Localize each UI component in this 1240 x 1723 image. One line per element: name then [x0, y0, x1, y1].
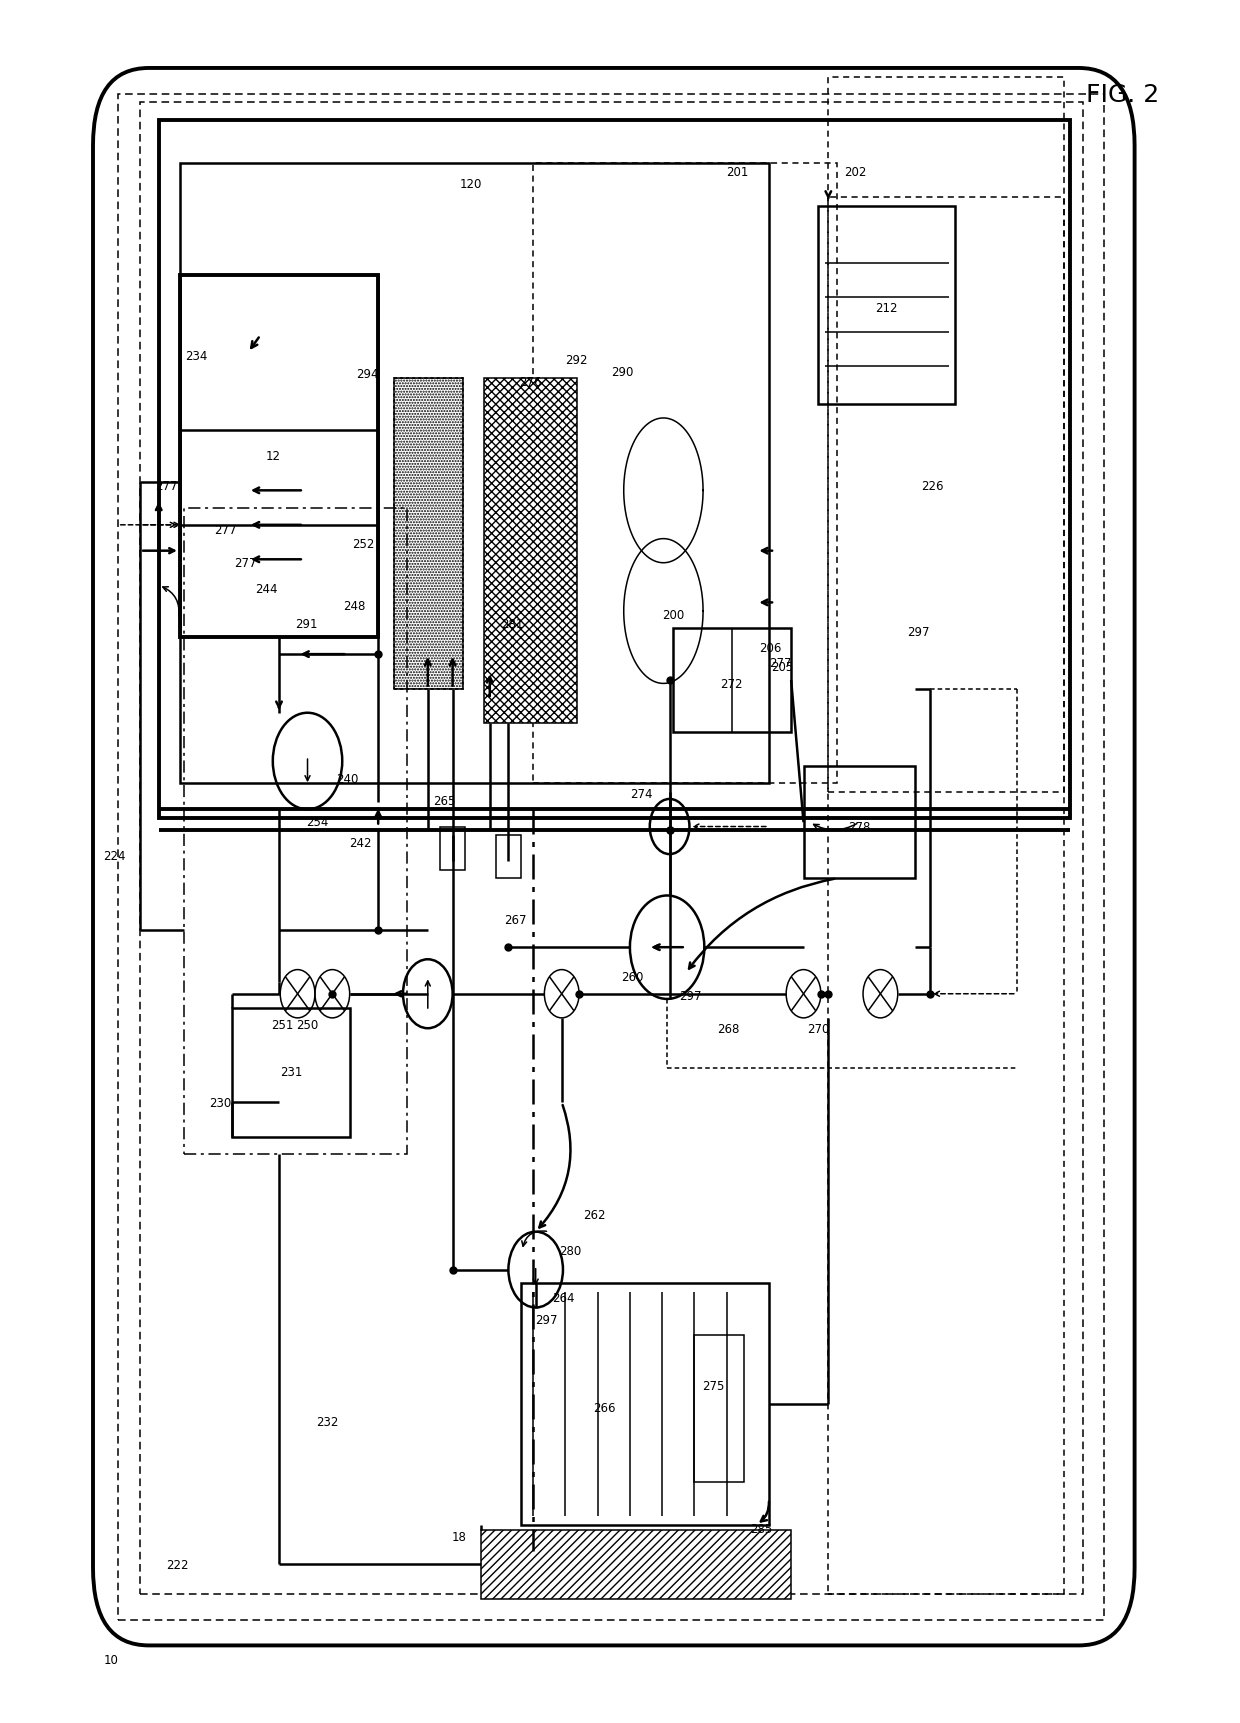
Text: 297: 297	[908, 625, 930, 639]
Text: 10: 10	[104, 1652, 119, 1666]
Text: 297: 297	[680, 989, 702, 1003]
Text: 224: 224	[103, 849, 125, 863]
Text: 231: 231	[280, 1065, 303, 1079]
Text: 232: 232	[316, 1415, 339, 1428]
Text: 275: 275	[702, 1378, 724, 1392]
Text: 266: 266	[593, 1401, 615, 1415]
Text: 277: 277	[215, 524, 237, 538]
Text: 212: 212	[875, 302, 898, 315]
Text: 270: 270	[807, 1022, 830, 1036]
Bar	[481, 1530, 791, 1599]
Text: 222: 222	[166, 1558, 188, 1571]
Text: 264: 264	[552, 1291, 574, 1304]
Text: 277: 277	[155, 479, 177, 493]
Bar	[180, 276, 378, 638]
Text: 265: 265	[433, 794, 455, 808]
Text: 272: 272	[720, 677, 743, 691]
Bar	[440, 827, 465, 870]
Text: 285: 285	[750, 1521, 773, 1535]
Text: FIG. 2: FIG. 2	[1086, 83, 1159, 107]
Text: 297: 297	[536, 1313, 558, 1327]
Bar	[828, 198, 1064, 793]
Text: 12: 12	[265, 450, 280, 463]
Bar	[521, 1284, 769, 1525]
Text: 292: 292	[565, 353, 588, 367]
Text: 290: 290	[611, 365, 634, 379]
Text: 277: 277	[234, 557, 257, 570]
Bar	[394, 379, 463, 689]
Text: 278: 278	[848, 820, 870, 834]
Text: 201: 201	[727, 165, 749, 179]
Text: 18: 18	[451, 1530, 466, 1544]
Bar	[673, 629, 791, 732]
Text: 294: 294	[356, 367, 378, 381]
Text: 200: 200	[662, 608, 684, 622]
Text: 205: 205	[771, 660, 794, 674]
Bar	[484, 379, 577, 724]
Text: 234: 234	[185, 350, 207, 364]
Bar	[232, 1008, 350, 1137]
Text: 260: 260	[621, 970, 644, 984]
Bar	[694, 1335, 744, 1482]
Text: 230: 230	[210, 1096, 232, 1110]
Text: 250: 250	[296, 1018, 319, 1032]
Text: 268: 268	[717, 1022, 739, 1036]
Text: 244: 244	[255, 582, 278, 596]
Bar	[180, 164, 769, 784]
Bar	[159, 121, 1070, 818]
Bar	[118, 95, 1104, 1620]
Text: 226: 226	[921, 479, 944, 493]
Text: 206: 206	[759, 641, 781, 655]
Text: 252: 252	[352, 538, 374, 551]
Text: 254: 254	[306, 815, 329, 829]
Text: 242: 242	[350, 836, 372, 849]
Bar	[828, 78, 1064, 1594]
Text: 262: 262	[583, 1208, 605, 1222]
Text: 274: 274	[630, 787, 652, 801]
Bar	[496, 836, 521, 879]
Text: 280: 280	[559, 1244, 582, 1258]
Text: 202: 202	[844, 165, 867, 179]
Bar	[394, 379, 463, 689]
Bar	[804, 767, 915, 879]
Text: 277: 277	[769, 656, 791, 670]
Text: 267: 267	[505, 913, 527, 927]
Bar	[184, 508, 407, 1154]
Text: 120: 120	[460, 177, 482, 191]
Text: 281: 281	[501, 617, 523, 631]
Bar	[818, 207, 955, 405]
Text: 276: 276	[520, 376, 542, 389]
Text: 251: 251	[272, 1018, 294, 1032]
Text: 240: 240	[336, 772, 358, 786]
Bar	[140, 103, 1083, 1594]
Text: 291: 291	[295, 617, 317, 631]
Bar	[533, 164, 837, 784]
Text: 248: 248	[343, 600, 366, 613]
